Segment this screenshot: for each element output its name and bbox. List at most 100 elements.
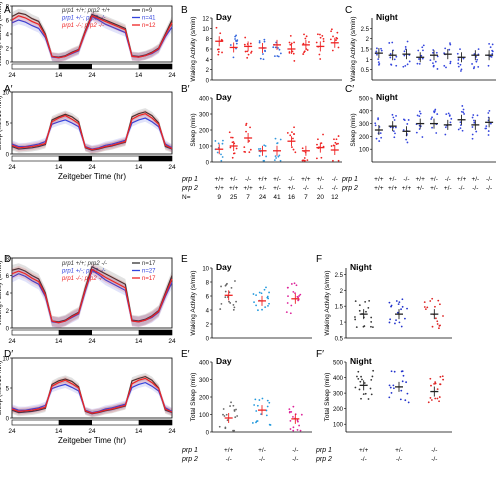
- data-point-C-0-1: [376, 53, 378, 56]
- data-point-C-4-7: [436, 55, 439, 58]
- sem-band-A-prime-2: [12, 109, 172, 154]
- series-line-A-2: [11, 15, 173, 59]
- data-point-E-2-10: [297, 299, 300, 302]
- data-point-B-prime-4-5: [278, 154, 281, 157]
- data-point-E-prime-0-6: [230, 401, 232, 404]
- geno-C-prp2-8: -/-: [486, 185, 492, 192]
- data-point-F-1-3: [389, 318, 392, 321]
- data-point-B-prime-4-8: [279, 159, 282, 162]
- sem-band-A-2: [12, 11, 172, 63]
- geno-F-prp2-0: -/-: [361, 456, 367, 463]
- data-point-B-prime-8-2: [334, 141, 337, 144]
- xtick-label-A-prime-2: 24: [88, 164, 96, 171]
- genotype-rows-top: prp 1 prp 2 N= +/+ +/+ 9 +/- +/+ 25 -/- +/+ 7 +/+ +/-…: [181, 176, 492, 201]
- data-point-B-0-9: [216, 48, 219, 51]
- data-point-B-2-5: [249, 42, 252, 45]
- data-point-C-1-1: [395, 64, 398, 67]
- data-point-C-prime-4-3: [431, 126, 433, 129]
- data-point-B-8-9: [335, 37, 338, 39]
- data-point-F-2-12: [431, 325, 434, 328]
- xtick-label-A-prime-4: 24: [168, 164, 176, 171]
- data-point-C-0-2: [378, 63, 380, 66]
- data-point-F-1-15: [398, 301, 401, 304]
- data-point-B-prime-2-3: [249, 148, 252, 151]
- data-point-C-5-0: [449, 42, 451, 45]
- data-point-F-prime-2-9: [429, 397, 432, 399]
- ytick-label-D-1: 2: [6, 309, 10, 315]
- data-point-C-1-8: [390, 63, 393, 66]
- data-point-E-prime-1-17: [256, 420, 259, 422]
- ylabel-F-prime: Total Sleep (min): [324, 373, 331, 422]
- legend-top-n-1: n=41: [142, 16, 156, 22]
- data-point-C-4-0: [429, 59, 432, 62]
- data-point-C-0-5: [380, 47, 382, 50]
- data-point-B-prime-0-7: [221, 156, 224, 158]
- data-point-C-prime-6-7: [460, 110, 463, 113]
- geno-B-n-2: 7: [246, 194, 250, 201]
- data-point-E-prime-0-12: [233, 409, 236, 411]
- geno-F-prp1-2: -/-: [431, 447, 437, 454]
- sem-band-A-1: [12, 12, 172, 63]
- data-point-B-5-7: [289, 43, 292, 46]
- data-point-B-prime-7-7: [315, 157, 318, 160]
- data-point-B-1-7: [235, 34, 238, 37]
- ytick-label-C-prime-1: 200: [359, 135, 370, 141]
- data-point-C-3-4: [417, 49, 420, 52]
- ytick-label-F-prime-2: 300: [333, 392, 344, 398]
- panel-letter-F-prime: F′: [316, 349, 324, 360]
- data-point-E-2-11: [298, 295, 301, 297]
- data-point-F-0-0: [364, 300, 367, 303]
- data-point-B-prime-8-1: [332, 144, 335, 147]
- data-point-E-prime-1-14: [265, 414, 268, 417]
- data-point-B-5-3: [289, 35, 292, 37]
- data-point-C-prime-5-9: [445, 113, 448, 116]
- data-point-F-prime-1-7: [407, 401, 410, 404]
- panel-letter-B-prime: B′: [181, 84, 190, 95]
- data-point-B-prime-3-0: [259, 148, 262, 150]
- geno-E-prp1-1: +/-: [258, 447, 266, 454]
- ylabel-B-prime: Sleep (min): [190, 113, 197, 146]
- data-point-C-6-9: [462, 57, 465, 60]
- data-point-E-1-7: [257, 309, 259, 312]
- geno-B-prp2-6: -/-: [303, 185, 309, 192]
- data-point-E-prime-2-15: [299, 429, 302, 432]
- data-point-F-prime-1-14: [406, 392, 409, 395]
- ytick-label-F-prime-1: 200: [333, 407, 344, 413]
- data-point-C-prime-4-1: [430, 118, 433, 120]
- legend-bottom-genotype-0: prp1 +/+; prp2 -/-: [61, 261, 107, 267]
- data-point-E-0-16: [226, 282, 228, 285]
- ytick-label-C-prime-2: 300: [359, 122, 370, 128]
- data-point-E-prime-0-11: [235, 408, 237, 411]
- data-point-C-prime-8-3: [487, 130, 490, 132]
- panel-letter-A-prime: A′: [4, 84, 13, 95]
- data-point-F-prime-1-13: [401, 380, 404, 383]
- data-point-B-prime-2-2: [248, 140, 251, 142]
- data-point-B-prime-3-5: [263, 144, 266, 147]
- data-point-C-3-7: [422, 44, 425, 47]
- data-point-C-prime-2-3: [406, 141, 409, 144]
- data-point-E-2-5: [293, 282, 296, 285]
- ytick-label-B-prime-3: 300: [199, 113, 210, 119]
- ytick-label-B-prime-1: 100: [199, 145, 210, 151]
- geno-E-prp2-0: -/-: [226, 456, 232, 463]
- geno-C-prp1-7: +/-: [471, 176, 479, 183]
- data-point-B-prime-5-1: [292, 148, 295, 151]
- data-point-C-5-4: [449, 60, 452, 63]
- data-point-E-prime-2-5: [289, 419, 292, 422]
- data-point-C-prime-1-4: [393, 119, 396, 121]
- geno-B-prp2-7: -/-: [317, 185, 323, 192]
- ylabel-A-prime: Sleep (min/10 min): [0, 96, 3, 151]
- data-point-B-4-2: [276, 55, 279, 57]
- data-point-B-prime-8-9: [332, 159, 334, 162]
- data-point-F-prime-1-6: [393, 370, 396, 373]
- data-point-F-prime-0-16: [357, 370, 360, 373]
- data-point-C-prime-1-3: [394, 132, 396, 135]
- data-point-B-1-4: [229, 44, 232, 46]
- data-point-F-0-4: [358, 304, 361, 307]
- data-point-B-prime-3-7: [264, 145, 267, 147]
- data-point-C-2-6: [403, 54, 406, 57]
- data-point-B-prime-4-6: [275, 157, 278, 159]
- geno-B-n-7: 20: [317, 194, 325, 201]
- data-point-C-3-3: [418, 62, 421, 65]
